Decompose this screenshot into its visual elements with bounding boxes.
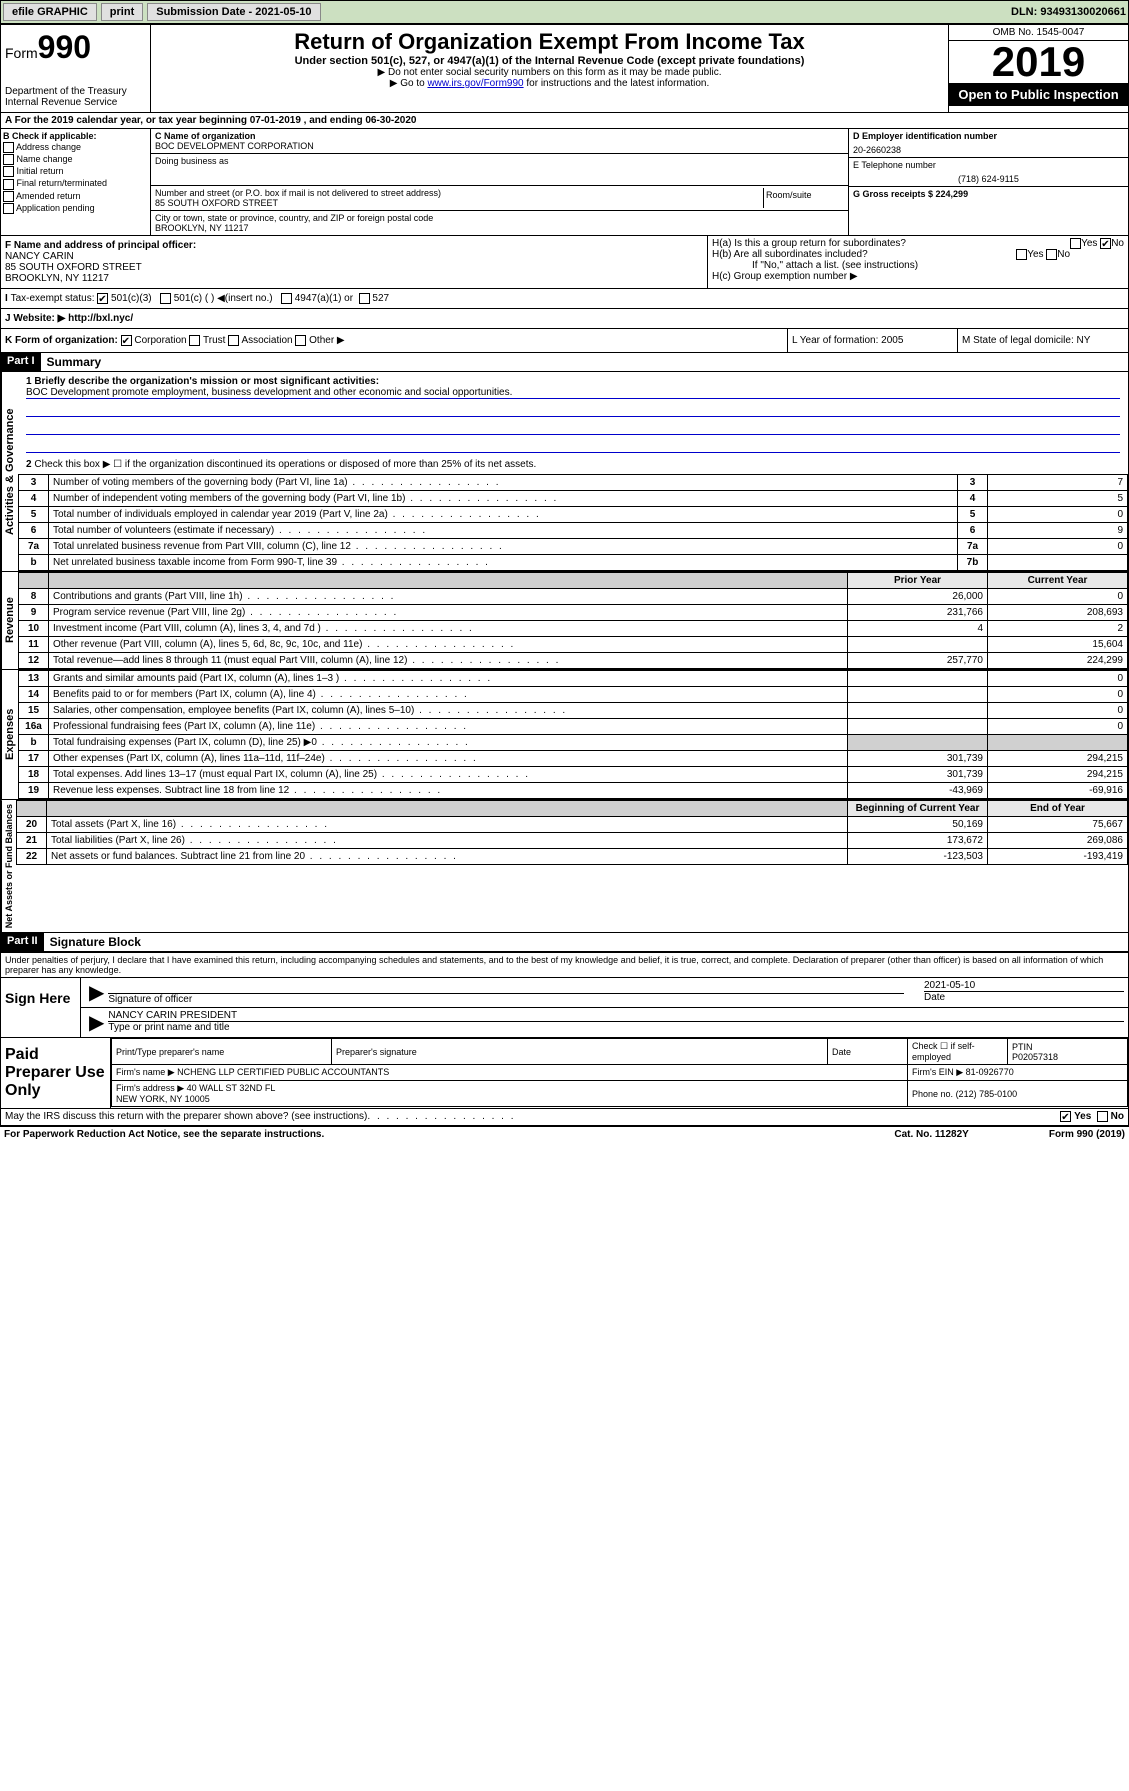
cat-no: Cat. No. 11282Y bbox=[894, 1129, 968, 1140]
dba-label: Doing business as bbox=[155, 156, 844, 166]
ha-no-checkbox[interactable] bbox=[1100, 238, 1111, 249]
hb-no-checkbox[interactable] bbox=[1046, 249, 1057, 260]
declaration-text: Under penalties of perjury, I declare th… bbox=[1, 953, 1128, 977]
part2-title: Signature Block bbox=[44, 933, 147, 951]
mission-text: BOC Development promote employment, busi… bbox=[26, 387, 1120, 399]
preparer-table: Print/Type preparer's name Preparer's si… bbox=[111, 1038, 1128, 1107]
ha-yes-checkbox[interactable] bbox=[1070, 238, 1081, 249]
ptin-value: P02057318 bbox=[1012, 1052, 1058, 1062]
netassets-table: Beginning of Current YearEnd of Year 20T… bbox=[16, 800, 1128, 865]
initial-return-checkbox[interactable] bbox=[3, 166, 14, 177]
org-name-label: C Name of organization bbox=[155, 131, 844, 141]
telephone-value: (718) 624-9115 bbox=[853, 174, 1124, 184]
501c-checkbox[interactable] bbox=[160, 293, 171, 304]
print-button[interactable]: print bbox=[101, 3, 143, 21]
form-ref: Form 990 (2019) bbox=[1049, 1129, 1125, 1140]
info-block: B Check if applicable: Address change Na… bbox=[0, 129, 1129, 236]
revenue-label: Revenue bbox=[1, 572, 18, 669]
other-checkbox[interactable] bbox=[295, 335, 306, 346]
discuss-row: May the IRS discuss this return with the… bbox=[0, 1109, 1129, 1125]
address-change-checkbox[interactable] bbox=[3, 142, 14, 153]
expenses-label: Expenses bbox=[1, 670, 18, 799]
website-url: http://bxl.nyc/ bbox=[68, 313, 133, 324]
hc-label: H(c) Group exemption number ▶ bbox=[712, 271, 1124, 282]
addr-label: Number and street (or P.O. box if mail i… bbox=[155, 188, 763, 198]
form-number: 990 bbox=[38, 29, 91, 65]
netassets-label: Net Assets or Fund Balances bbox=[1, 800, 16, 932]
paid-preparer-label: Paid Preparer Use Only bbox=[1, 1038, 111, 1108]
revenue-table: Prior YearCurrent Year 8Contributions an… bbox=[18, 572, 1128, 669]
trust-checkbox[interactable] bbox=[189, 335, 200, 346]
year-formation: L Year of formation: 2005 bbox=[788, 329, 958, 352]
527-checkbox[interactable] bbox=[359, 293, 370, 304]
org-name: BOC DEVELOPMENT CORPORATION bbox=[155, 141, 844, 151]
officer-label: F Name and address of principal officer: bbox=[5, 240, 703, 251]
discuss-yes-checkbox[interactable] bbox=[1060, 1111, 1071, 1122]
telephone-label: E Telephone number bbox=[853, 160, 1124, 170]
ha-label: H(a) Is this a group return for subordin… bbox=[712, 238, 906, 249]
discuss-no-checkbox[interactable] bbox=[1097, 1111, 1108, 1122]
firm-phone: (212) 785-0100 bbox=[956, 1089, 1018, 1099]
part1-title: Summary bbox=[41, 353, 108, 371]
4947-checkbox[interactable] bbox=[281, 293, 292, 304]
inspection-label: Open to Public Inspection bbox=[949, 83, 1128, 106]
gross-receipts: G Gross receipts $ 224,299 bbox=[853, 189, 1124, 199]
note-ssn: ▶ Do not enter social security numbers o… bbox=[155, 67, 944, 78]
form-org-row: K Form of organization: Corporation Trus… bbox=[0, 329, 1129, 353]
firm-ein: 81-0926770 bbox=[966, 1067, 1014, 1077]
tax-status-row: I Tax-exempt status: 501(c)(3) 501(c) ( … bbox=[0, 289, 1129, 309]
governance-table: 3Number of voting members of the governi… bbox=[18, 474, 1128, 571]
ein-value: 20-2660238 bbox=[853, 145, 1124, 155]
city-state-zip: BROOKLYN, NY 11217 bbox=[155, 223, 844, 233]
dept-label: Department of the Treasury Internal Reve… bbox=[5, 86, 146, 108]
corp-checkbox[interactable] bbox=[121, 335, 132, 346]
officer-group-block: F Name and address of principal officer:… bbox=[0, 236, 1129, 289]
officer-addr2: BROOKLYN, NY 11217 bbox=[5, 273, 703, 284]
box-b-label: B Check if applicable: bbox=[3, 131, 148, 141]
sign-here-label: Sign Here bbox=[1, 978, 81, 1037]
hb-label: H(b) Are all subordinates included? bbox=[712, 249, 868, 260]
form-prefix: Form bbox=[5, 45, 38, 61]
form-header: Form990 Department of the Treasury Inter… bbox=[0, 24, 1129, 113]
sig-date: 2021-05-10 bbox=[924, 980, 1124, 992]
tax-year: 2019 bbox=[949, 41, 1128, 83]
501c3-checkbox[interactable] bbox=[97, 293, 108, 304]
top-bar: efile GRAPHIC print Submission Date - 20… bbox=[0, 0, 1129, 24]
expenses-table: 13Grants and similar amounts paid (Part … bbox=[18, 670, 1128, 799]
hb-yes-checkbox[interactable] bbox=[1016, 249, 1027, 260]
tax-period: For the 2019 calendar year, or tax year … bbox=[15, 115, 417, 126]
irs-link[interactable]: www.irs.gov/Form990 bbox=[427, 78, 523, 89]
page-footer: For Paperwork Reduction Act Notice, see … bbox=[0, 1126, 1129, 1142]
room-suite-label: Room/suite bbox=[764, 188, 844, 208]
officer-name: NANCY CARIN bbox=[5, 251, 703, 262]
activities-gov-label: Activities & Governance bbox=[1, 372, 18, 571]
form-title: Return of Organization Exempt From Incom… bbox=[155, 29, 944, 55]
final-return-checkbox[interactable] bbox=[3, 179, 14, 190]
website-row: J Website: ▶ http://bxl.nyc/ bbox=[0, 309, 1129, 329]
state-domicile: M State of legal domicile: NY bbox=[958, 329, 1128, 352]
amended-return-checkbox[interactable] bbox=[3, 191, 14, 202]
part2-header: Part II bbox=[1, 933, 44, 951]
name-change-checkbox[interactable] bbox=[3, 154, 14, 165]
officer-addr1: 85 SOUTH OXFORD STREET bbox=[5, 262, 703, 273]
efile-label: efile GRAPHIC bbox=[3, 3, 97, 21]
officer-name-title: NANCY CARIN PRESIDENT bbox=[108, 1010, 1124, 1022]
submission-date: Submission Date - 2021-05-10 bbox=[147, 3, 320, 21]
firm-name: NCHENG LLP CERTIFIED PUBLIC ACCOUNTANTS bbox=[177, 1067, 389, 1077]
assoc-checkbox[interactable] bbox=[228, 335, 239, 346]
application-pending-checkbox[interactable] bbox=[3, 203, 14, 214]
signature-arrow-icon: ▶ bbox=[85, 1010, 108, 1035]
street-address: 85 SOUTH OXFORD STREET bbox=[155, 198, 763, 208]
ein-label: D Employer identification number bbox=[853, 131, 1124, 141]
part1-header: Part I bbox=[1, 353, 41, 371]
dln-label: DLN: 93493130020661 bbox=[1011, 6, 1126, 18]
signature-arrow-icon: ▶ bbox=[85, 980, 108, 1005]
city-label: City or town, state or province, country… bbox=[155, 213, 844, 223]
hb-note: If "No," attach a list. (see instruction… bbox=[712, 260, 1124, 271]
form-subtitle: Under section 501(c), 527, or 4947(a)(1)… bbox=[155, 55, 944, 67]
signature-block: Under penalties of perjury, I declare th… bbox=[0, 952, 1129, 1109]
